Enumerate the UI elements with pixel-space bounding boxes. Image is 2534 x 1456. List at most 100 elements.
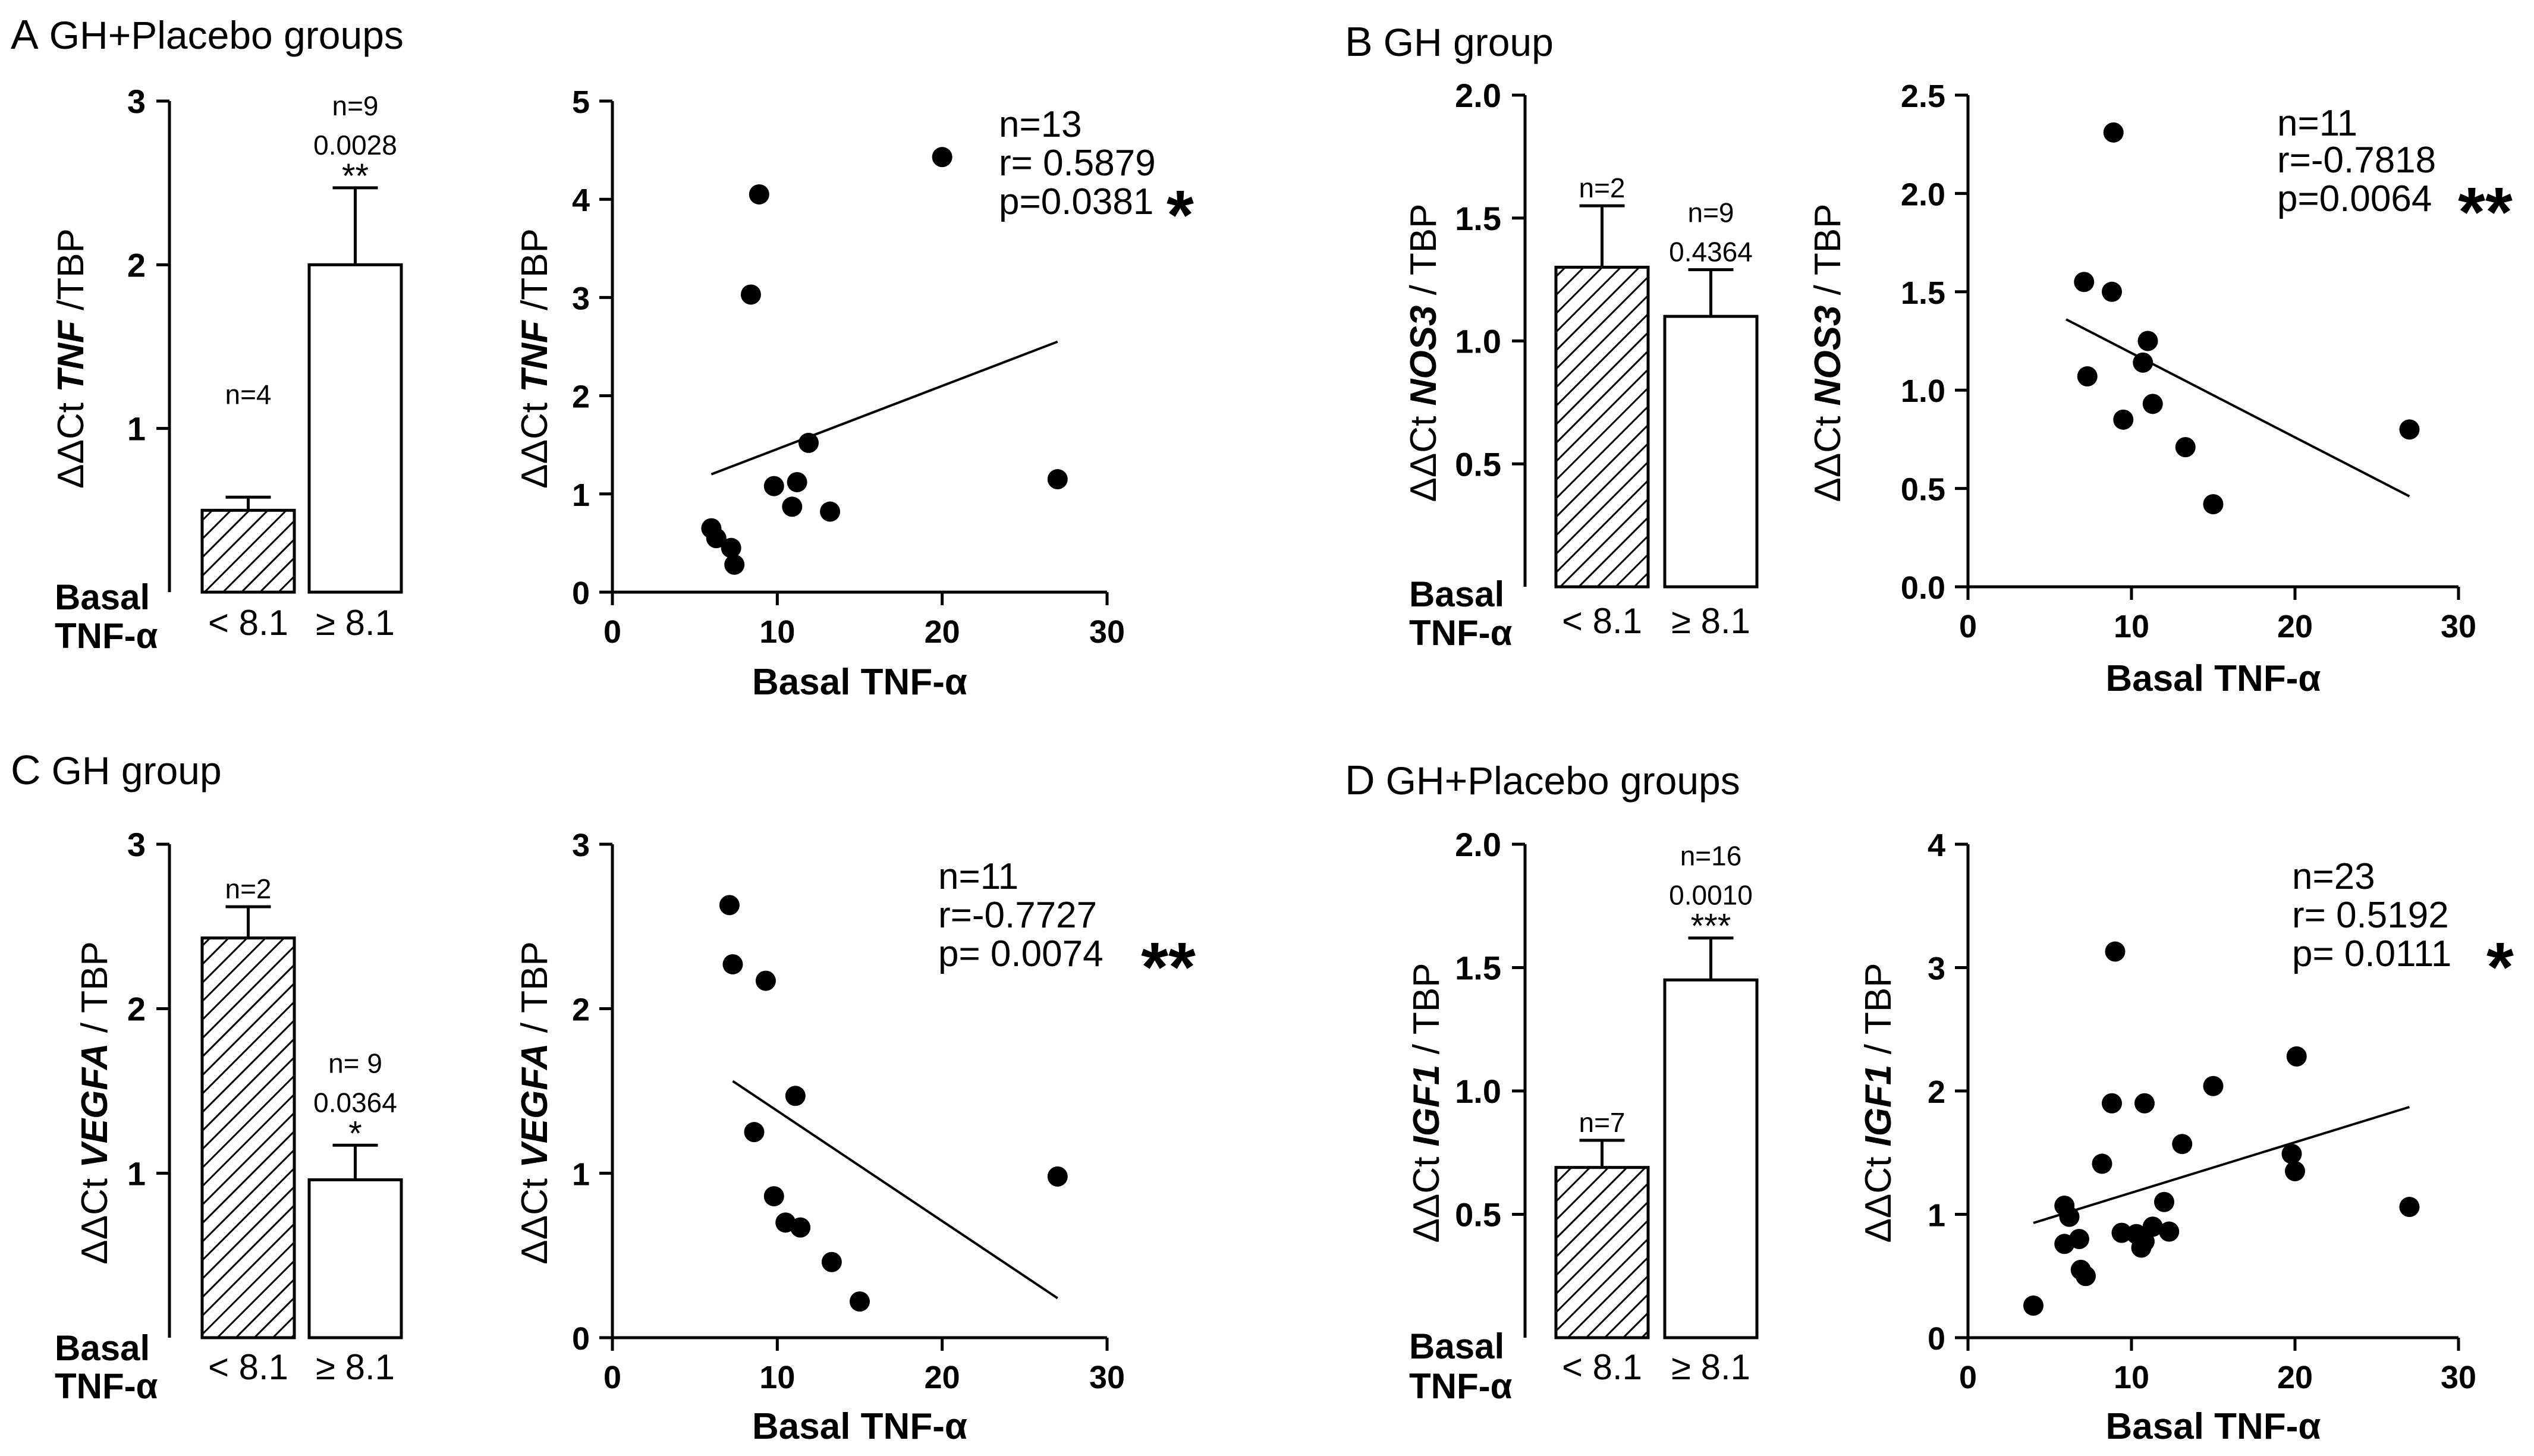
x-tick-label: 0 xyxy=(603,614,621,650)
bar-annotation: n= 9 xyxy=(328,1048,382,1078)
data-point xyxy=(2399,419,2420,440)
data-point xyxy=(2286,1046,2307,1067)
data-point xyxy=(2154,1191,2174,1212)
bar-annotation: 0.4364 xyxy=(1669,237,1753,268)
bar-annotation: n=2 xyxy=(1579,172,1625,203)
panel-a-title-text: GH+Placebo groups xyxy=(49,13,404,57)
significance-stars: * xyxy=(1167,176,1194,254)
y-tick-label: 3 xyxy=(572,828,590,863)
data-point xyxy=(2059,1206,2080,1227)
x-axis-label: Basal TNF-α xyxy=(752,1406,967,1447)
y-axis-label-suffix: / TBP xyxy=(1403,203,1444,305)
data-point xyxy=(2102,281,2122,302)
bar-1 xyxy=(200,508,296,594)
panel-d-letter: D xyxy=(1345,757,1375,803)
x-group-title-line1: Basal xyxy=(55,1328,150,1368)
data-point xyxy=(755,970,776,991)
data-point xyxy=(850,1291,870,1312)
y-axis-label: ΔΔCt VEGFA / TBP xyxy=(514,941,555,1264)
significance-stars: *** xyxy=(1691,907,1731,946)
data-point xyxy=(724,554,745,575)
y-axis-label-prefix: ΔΔCt xyxy=(1406,1146,1447,1243)
y-tick-label: 2 xyxy=(127,246,146,284)
y-axis-label-prefix: ΔΔCt xyxy=(51,392,92,489)
panel-d-title-text: GH+Placebo groups xyxy=(1385,759,1740,803)
x-axis-label: Basal TNF-α xyxy=(2106,1406,2321,1447)
data-point xyxy=(1047,469,1068,490)
data-point xyxy=(749,184,769,205)
x-group-title-line2: TNF-α xyxy=(55,1366,158,1406)
y-axis-label-gene: NOS3 xyxy=(1403,306,1444,406)
data-point xyxy=(2203,1076,2224,1096)
y-tick-label: 0.5 xyxy=(1901,472,1945,508)
data-point xyxy=(820,501,841,522)
y-tick-label: 1.0 xyxy=(1901,373,1945,409)
bar-annotation: n=7 xyxy=(1579,1107,1625,1138)
data-point xyxy=(2142,1216,2163,1237)
x-group-title-line1: Basal xyxy=(1409,574,1504,614)
panel-c-title-text: GH group xyxy=(51,749,222,793)
x-tick-label: 20 xyxy=(2277,609,2313,644)
data-point xyxy=(2203,494,2224,515)
panel-c-letter: C xyxy=(11,747,41,793)
data-point xyxy=(2399,1197,2420,1218)
panel-a-letter: A xyxy=(11,11,39,58)
y-axis-label-suffix: /TBP xyxy=(514,228,555,320)
x-category-label: < 8.1 xyxy=(208,1347,288,1387)
significance-stars: ** xyxy=(1141,928,1196,1007)
x-axis-label: Basal TNF-α xyxy=(2106,658,2321,699)
data-point xyxy=(2069,1229,2089,1249)
y-tick-label: 1 xyxy=(127,1155,146,1192)
y-tick-label: 1.0 xyxy=(1455,1073,1501,1110)
data-point xyxy=(2092,1153,2112,1174)
x-tick-label: 10 xyxy=(2114,609,2149,644)
data-point xyxy=(2285,1161,2305,1181)
regression-line xyxy=(2033,1106,2410,1224)
data-point xyxy=(2077,366,2098,387)
stat-text-1: n=23 xyxy=(2292,856,2375,897)
x-tick-label: 10 xyxy=(759,614,795,650)
bar-2 xyxy=(307,263,403,594)
panel-d-title: D GH+Placebo groups xyxy=(1345,756,1740,804)
y-axis-label-suffix: / TBP xyxy=(1406,963,1447,1064)
y-tick-label: 2 xyxy=(127,990,146,1028)
stat-text-2: r=-0.7727 xyxy=(938,895,1097,936)
y-axis-label: ΔΔCt IGF1 / TBP xyxy=(1858,963,1899,1243)
y-axis-label-prefix: ΔΔCt xyxy=(1403,405,1444,502)
x-tick-label: 20 xyxy=(925,1360,960,1395)
y-tick-label: 1.5 xyxy=(1455,200,1501,237)
y-axis-label: ΔΔCt NOS3 / TBP xyxy=(1807,203,1848,502)
x-tick-label: 10 xyxy=(2114,1360,2149,1395)
x-group-title-line2: TNF-α xyxy=(1409,1366,1513,1406)
y-axis-label: ΔΔCt VEGFA / TBP xyxy=(74,941,115,1264)
regression-line xyxy=(2065,318,2410,498)
stat-text-3: p=0.0381 xyxy=(999,181,1153,222)
stat-text-2: r=-0.7818 xyxy=(2277,140,2436,181)
x-axis-label: Basal TNF-α xyxy=(752,662,967,703)
data-point xyxy=(2102,1093,2122,1114)
panel-c-title: C GH group xyxy=(11,746,222,794)
data-point xyxy=(763,1186,784,1207)
y-tick-label: 1 xyxy=(127,410,146,448)
panel-b-title: B GH group xyxy=(1345,18,1554,65)
data-point xyxy=(740,284,761,305)
x-category-label: < 8.1 xyxy=(1562,601,1642,641)
y-tick-label: 2.0 xyxy=(1455,826,1501,863)
x-tick-label: 10 xyxy=(759,1360,795,1395)
x-group-title-line2: TNF-α xyxy=(55,616,158,656)
data-point xyxy=(744,1122,765,1143)
y-axis-label: ΔΔCt TNF /TBP xyxy=(51,228,92,489)
data-point xyxy=(2023,1295,2043,1316)
x-group-title-line1: Basal xyxy=(55,577,150,617)
y-axis-label-gene: IGF1 xyxy=(1858,1065,1899,1147)
data-point xyxy=(782,496,803,517)
y-tick-label: 2 xyxy=(572,992,590,1028)
data-point xyxy=(2159,1221,2180,1242)
y-axis-label-gene: TNF xyxy=(51,319,92,392)
data-point xyxy=(719,895,740,916)
y-tick-label: 0.5 xyxy=(1455,445,1501,483)
data-point xyxy=(790,1217,811,1238)
y-axis-label-gene: TNF xyxy=(514,319,555,392)
x-tick-label: 30 xyxy=(1089,614,1125,650)
y-tick-label: 3 xyxy=(127,83,146,120)
